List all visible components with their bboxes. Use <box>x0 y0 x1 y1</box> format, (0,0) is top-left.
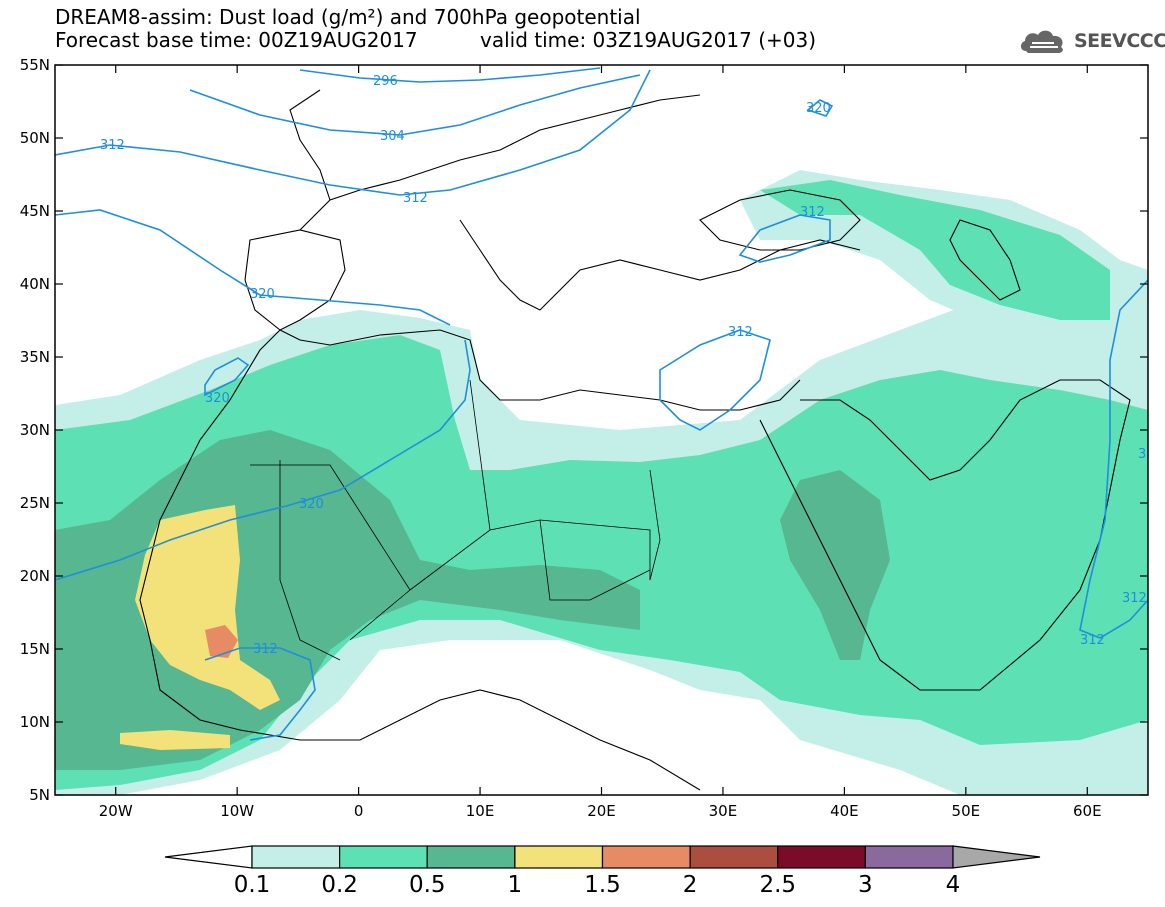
latitude-axis: 55N 50N 45N 40N 35N 30N 25N 20N 15N 10N 5N <box>20 56 1148 804</box>
logo-text: SEEVCCC <box>1074 30 1165 52</box>
lon-tick-label: 60E <box>1073 802 1102 820</box>
lat-tick-label: 55N <box>20 56 50 74</box>
coast-iberia-africa <box>244 229 801 411</box>
contour-312-mediterranean <box>659 329 771 431</box>
geopotential-contours <box>55 67 1148 741</box>
contour-label: 312 <box>800 205 825 220</box>
lat-tick-label: 15N <box>20 640 50 658</box>
contour-label: 320 <box>806 101 831 116</box>
lat-tick-label: 5N <box>29 786 50 804</box>
contour-304 <box>189 74 641 136</box>
contour-label: 320 <box>250 287 275 302</box>
longitude-axis: 20W 10W 0 10E 20E 30E 40E 50E 60E <box>99 65 1102 820</box>
contour-label: 320 <box>205 391 230 406</box>
lon-tick-label: 30E <box>709 802 738 820</box>
dust-band-0-2 <box>55 335 1148 790</box>
lon-tick-label: 20E <box>587 802 616 820</box>
lon-tick-label: 50E <box>952 802 981 820</box>
contour-label: 312 <box>253 642 278 657</box>
contour-label: 320 <box>299 497 324 512</box>
colorbar-swatch <box>601 845 691 869</box>
coast-black-sea <box>699 189 861 251</box>
colorbar-label: 0.2 <box>321 872 358 898</box>
contour-296 <box>299 67 601 83</box>
lon-tick-label: 0 <box>354 802 364 820</box>
lat-tick-label: 45N <box>20 202 50 220</box>
dust-band-1 <box>135 505 280 710</box>
contour-label: 3 <box>1138 447 1146 462</box>
colorbar-label: 2.5 <box>759 872 796 898</box>
cloud-icon <box>1020 30 1063 53</box>
seevccc-logo: SEEVCCC <box>1018 26 1165 56</box>
colorbar-label: 0.1 <box>234 872 271 898</box>
contour-label: 312 <box>1080 633 1105 648</box>
contour-label: 304 <box>380 129 405 144</box>
colorbar-label: 3 <box>858 872 873 898</box>
coastlines <box>139 89 1131 791</box>
lon-tick-label: 40E <box>830 802 859 820</box>
dust-band-1-5 <box>205 625 238 658</box>
map-title: DREAM8-assim: Dust load (g/m²) and 700hP… <box>55 5 641 29</box>
colorbar-label: 0.5 <box>409 872 446 898</box>
contour-312-arabian-sea <box>1079 279 1148 639</box>
contour-label: 312 <box>100 138 125 153</box>
colorbar-swatch <box>689 845 779 869</box>
colorbar-swatch <box>864 845 954 869</box>
dust-band-0-2-caspian <box>760 180 1110 320</box>
colorbar-label: 1 <box>508 872 523 898</box>
lon-tick-label: 10E <box>466 802 495 820</box>
colorbar-label: 1.5 <box>584 872 621 898</box>
colorbar-label: 4 <box>946 872 961 898</box>
contour-labels: 296 304 312 312 312 320 320 320 320 312 … <box>100 74 1147 657</box>
colorbar-over-triangle <box>952 845 1041 869</box>
contour-label: 312 <box>403 191 428 206</box>
contour-label: 296 <box>373 74 398 89</box>
coast-red-sea-arabia <box>759 379 1131 691</box>
dust-band-0-5-red-sea <box>780 470 890 660</box>
forecast-base-time: Forecast base time: 00Z19AUG2017 <box>55 28 418 52</box>
lat-tick-label: 35N <box>20 348 50 366</box>
colorbar-label: 2 <box>683 872 698 898</box>
contour-320-iberia <box>55 209 451 326</box>
lat-tick-label: 10N <box>20 713 50 731</box>
contour-320-caspian <box>806 99 834 117</box>
contour-312-africa <box>204 647 316 741</box>
coast-caspian <box>949 219 1021 301</box>
lat-tick-label: 25N <box>20 494 50 512</box>
coast-west-africa <box>139 329 701 791</box>
colorbar-swatch <box>251 845 341 869</box>
contour-312-north <box>55 69 651 196</box>
lat-tick-label: 30N <box>20 421 50 439</box>
contour-320-sahara <box>55 339 471 581</box>
dust-band-1-south <box>120 730 230 750</box>
borders-africa <box>250 379 661 661</box>
coast-europe <box>289 89 861 311</box>
lat-tick-label: 20N <box>20 567 50 585</box>
colorbar-swatch <box>339 845 428 869</box>
contour-label: 312 <box>728 325 753 340</box>
colorbar: 0.1 0.2 0.5 1 1.5 2 2.5 3 4 <box>164 845 1041 898</box>
lon-tick-label: 20W <box>99 802 133 820</box>
contour-312-black-sea <box>738 214 831 263</box>
colorbar-swatch <box>777 845 866 869</box>
dust-field <box>55 170 1148 795</box>
lat-tick-label: 50N <box>20 129 50 147</box>
colorbar-under-triangle <box>164 845 253 869</box>
contour-320-morocco <box>204 357 250 397</box>
lon-tick-label: 10W <box>220 802 254 820</box>
contour-label: 312 <box>1122 591 1147 606</box>
colorbar-swatch <box>426 845 516 869</box>
colorbar-swatch <box>514 845 604 869</box>
valid-time: valid time: 03Z19AUG2017 (+03) <box>480 28 817 52</box>
lat-tick-label: 40N <box>20 275 50 293</box>
